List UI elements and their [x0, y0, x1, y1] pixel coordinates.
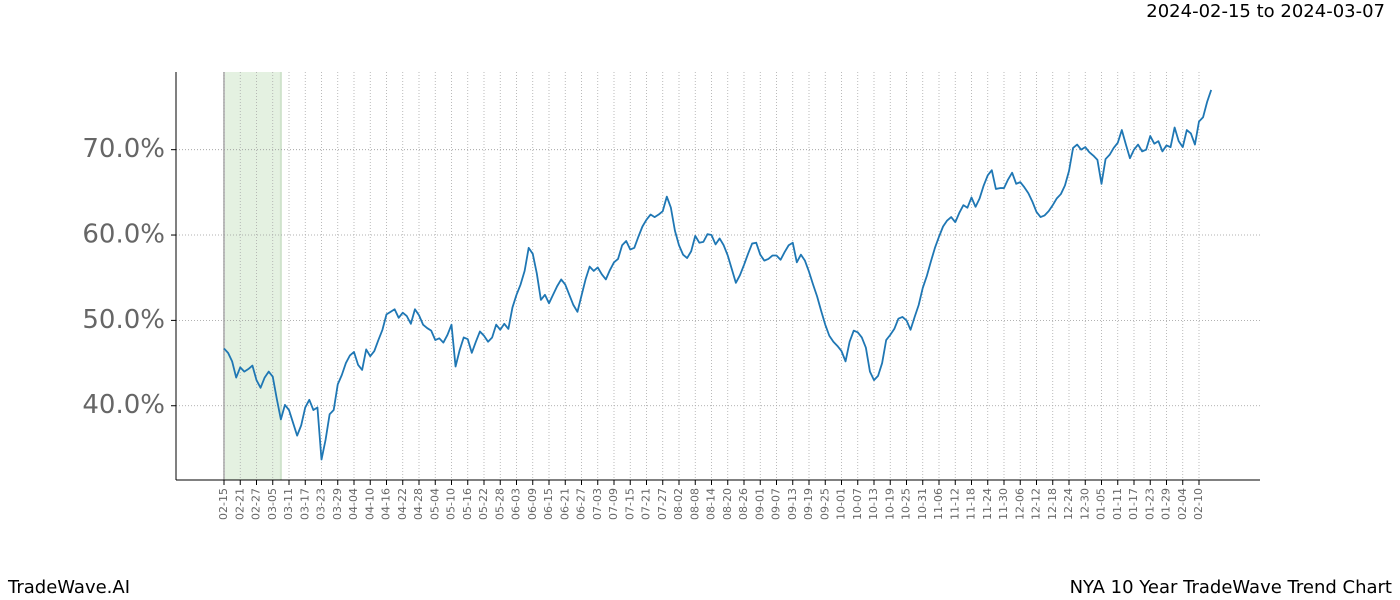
x-tick-label: 10-07	[851, 488, 864, 520]
x-tick-label: 01-05	[1095, 488, 1108, 520]
x-tick-label: 06-21	[558, 488, 571, 520]
x-tick-label: 12-12	[1030, 488, 1043, 520]
x-tick-label: 04-10	[363, 488, 376, 520]
x-tick-label: 01-17	[1127, 488, 1140, 520]
x-tick-label: 06-15	[542, 488, 555, 520]
x-tick-label: 11-12	[948, 488, 961, 520]
x-tick-label: 01-11	[1111, 488, 1124, 520]
x-tick-label: 11-24	[981, 488, 994, 520]
x-tick-label: 02-15	[217, 488, 230, 520]
x-tick-label: 06-09	[526, 488, 539, 520]
x-tick-label: 03-11	[282, 488, 295, 520]
x-tick-label: 01-23	[1143, 488, 1156, 520]
x-tick-label: 11-30	[997, 488, 1010, 520]
x-tick-label: 12-30	[1078, 488, 1091, 520]
x-tick-label: 09-13	[786, 488, 799, 520]
x-tick-label: 10-25	[900, 488, 913, 520]
x-tick-label: 05-16	[461, 488, 474, 520]
x-tick-label: 05-28	[493, 488, 506, 520]
x-tick-label: 07-03	[591, 488, 604, 520]
y-tick-label: 70.0%	[82, 134, 165, 164]
trend-line	[223, 89, 1213, 461]
x-tick-label: 02-04	[1176, 488, 1189, 520]
x-tick-label: 10-31	[916, 488, 929, 520]
x-tick-label: 11-06	[932, 488, 945, 520]
x-tick-label: 03-23	[315, 488, 328, 520]
date-range: 2024-02-15 to 2024-03-07	[1146, 1, 1385, 22]
x-tick-label: 02-21	[233, 488, 246, 520]
y-tick-label: 50.0%	[82, 305, 165, 335]
x-tick-label: 04-16	[380, 488, 393, 520]
x-tick-label: 09-07	[770, 488, 783, 520]
x-tick-label: 07-09	[607, 488, 620, 520]
highlight-band	[224, 72, 281, 480]
x-tick-label: 04-04	[347, 488, 360, 520]
x-tick-label: 07-21	[640, 488, 653, 520]
x-tick-label: 06-03	[510, 488, 523, 520]
x-tick-label: 08-08	[688, 488, 701, 520]
x-tick-label: 09-01	[753, 488, 766, 520]
x-tick-label: 04-22	[396, 488, 409, 520]
x-tick-label: 07-27	[656, 488, 669, 520]
x-tick-label: 10-01	[835, 488, 848, 520]
x-tick-label: 05-22	[477, 488, 490, 520]
x-tick-label: 12-24	[1062, 488, 1075, 520]
footer-brand: TradeWave.AI	[7, 577, 130, 598]
footer-title: NYA 10 Year TradeWave Trend Chart	[1070, 577, 1392, 598]
x-tick-label: 08-26	[737, 488, 750, 520]
x-tick-label: 03-29	[331, 488, 344, 520]
x-tick-label: 02-27	[250, 488, 263, 520]
x-tick-label: 10-19	[883, 488, 896, 520]
x-tick-label: 03-05	[266, 488, 279, 520]
x-tick-label: 01-29	[1160, 488, 1173, 520]
x-tick-label: 08-20	[721, 488, 734, 520]
x-tick-label: 07-15	[623, 488, 636, 520]
x-tick-label: 04-28	[412, 488, 425, 520]
x-tick-label: 08-02	[672, 488, 685, 520]
x-tick-label: 03-17	[298, 488, 311, 520]
y-tick-label: 40.0%	[82, 390, 165, 420]
x-tick-label: 02-10	[1192, 488, 1205, 520]
x-tick-label: 12-18	[1046, 488, 1059, 520]
x-tick-label: 12-06	[1013, 488, 1026, 520]
y-tick-label: 60.0%	[82, 220, 165, 250]
x-tick-label: 09-19	[802, 488, 815, 520]
x-tick-label: 11-18	[965, 488, 978, 520]
x-tick-label: 08-14	[705, 488, 718, 520]
x-tick-label: 05-10	[445, 488, 458, 520]
x-tick-label: 09-25	[818, 488, 831, 520]
x-tick-label: 10-13	[867, 488, 880, 520]
x-tick-label: 05-04	[428, 488, 441, 520]
x-tick-label: 06-27	[575, 488, 588, 520]
